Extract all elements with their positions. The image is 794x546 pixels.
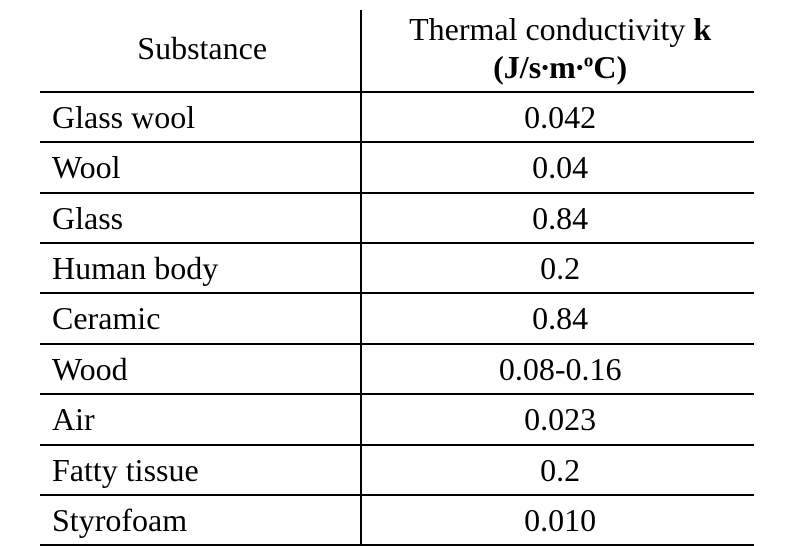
substance-cell: Wool — [40, 142, 361, 192]
table-row: Wood0.08-0.16 — [40, 344, 754, 394]
substance-cell: Glass — [40, 193, 361, 243]
table-row: Human body0.2 — [40, 243, 754, 293]
col-header-substance: Substance — [40, 10, 361, 92]
k-value-cell: 0.2 — [361, 445, 754, 495]
col-header-k: Thermal conductivity k (J/s∙m∙oC) — [361, 10, 754, 92]
substance-cell: Fatty tissue — [40, 445, 361, 495]
k-value-cell: 0.010 — [361, 495, 754, 545]
table-row: Glass0.84 — [40, 193, 754, 243]
table-row: Fatty tissue0.2 — [40, 445, 754, 495]
table-row: Styrofoam0.010 — [40, 495, 754, 545]
k-header-symbol: k — [693, 11, 711, 47]
data-table: Substance Thermal conductivity k (J/s∙m∙… — [40, 10, 754, 546]
k-value-cell: 0.84 — [361, 293, 754, 343]
substance-cell: Wood — [40, 344, 361, 394]
substance-cell: Styrofoam — [40, 495, 361, 545]
k-header-prefix: Thermal conductivity — [409, 11, 693, 47]
k-value-cell: 0.84 — [361, 193, 754, 243]
thermal-conductivity-table: Substance Thermal conductivity k (J/s∙m∙… — [0, 0, 794, 506]
table-row: Wool0.04 — [40, 142, 754, 192]
substance-cell: Air — [40, 394, 361, 444]
k-value-cell: 0.023 — [361, 394, 754, 444]
k-header-units: (J/s∙m∙oC) — [493, 49, 627, 85]
substance-cell: Human body — [40, 243, 361, 293]
k-value-cell: 0.042 — [361, 92, 754, 142]
k-value-cell: 0.04 — [361, 142, 754, 192]
table-row: Air0.023 — [40, 394, 754, 444]
substance-cell: Ceramic — [40, 293, 361, 343]
table-row: Ceramic0.84 — [40, 293, 754, 343]
table-row: Glass wool0.042 — [40, 92, 754, 142]
k-value-cell: 0.08-0.16 — [361, 344, 754, 394]
k-value-cell: 0.2 — [361, 243, 754, 293]
substance-cell: Glass wool — [40, 92, 361, 142]
